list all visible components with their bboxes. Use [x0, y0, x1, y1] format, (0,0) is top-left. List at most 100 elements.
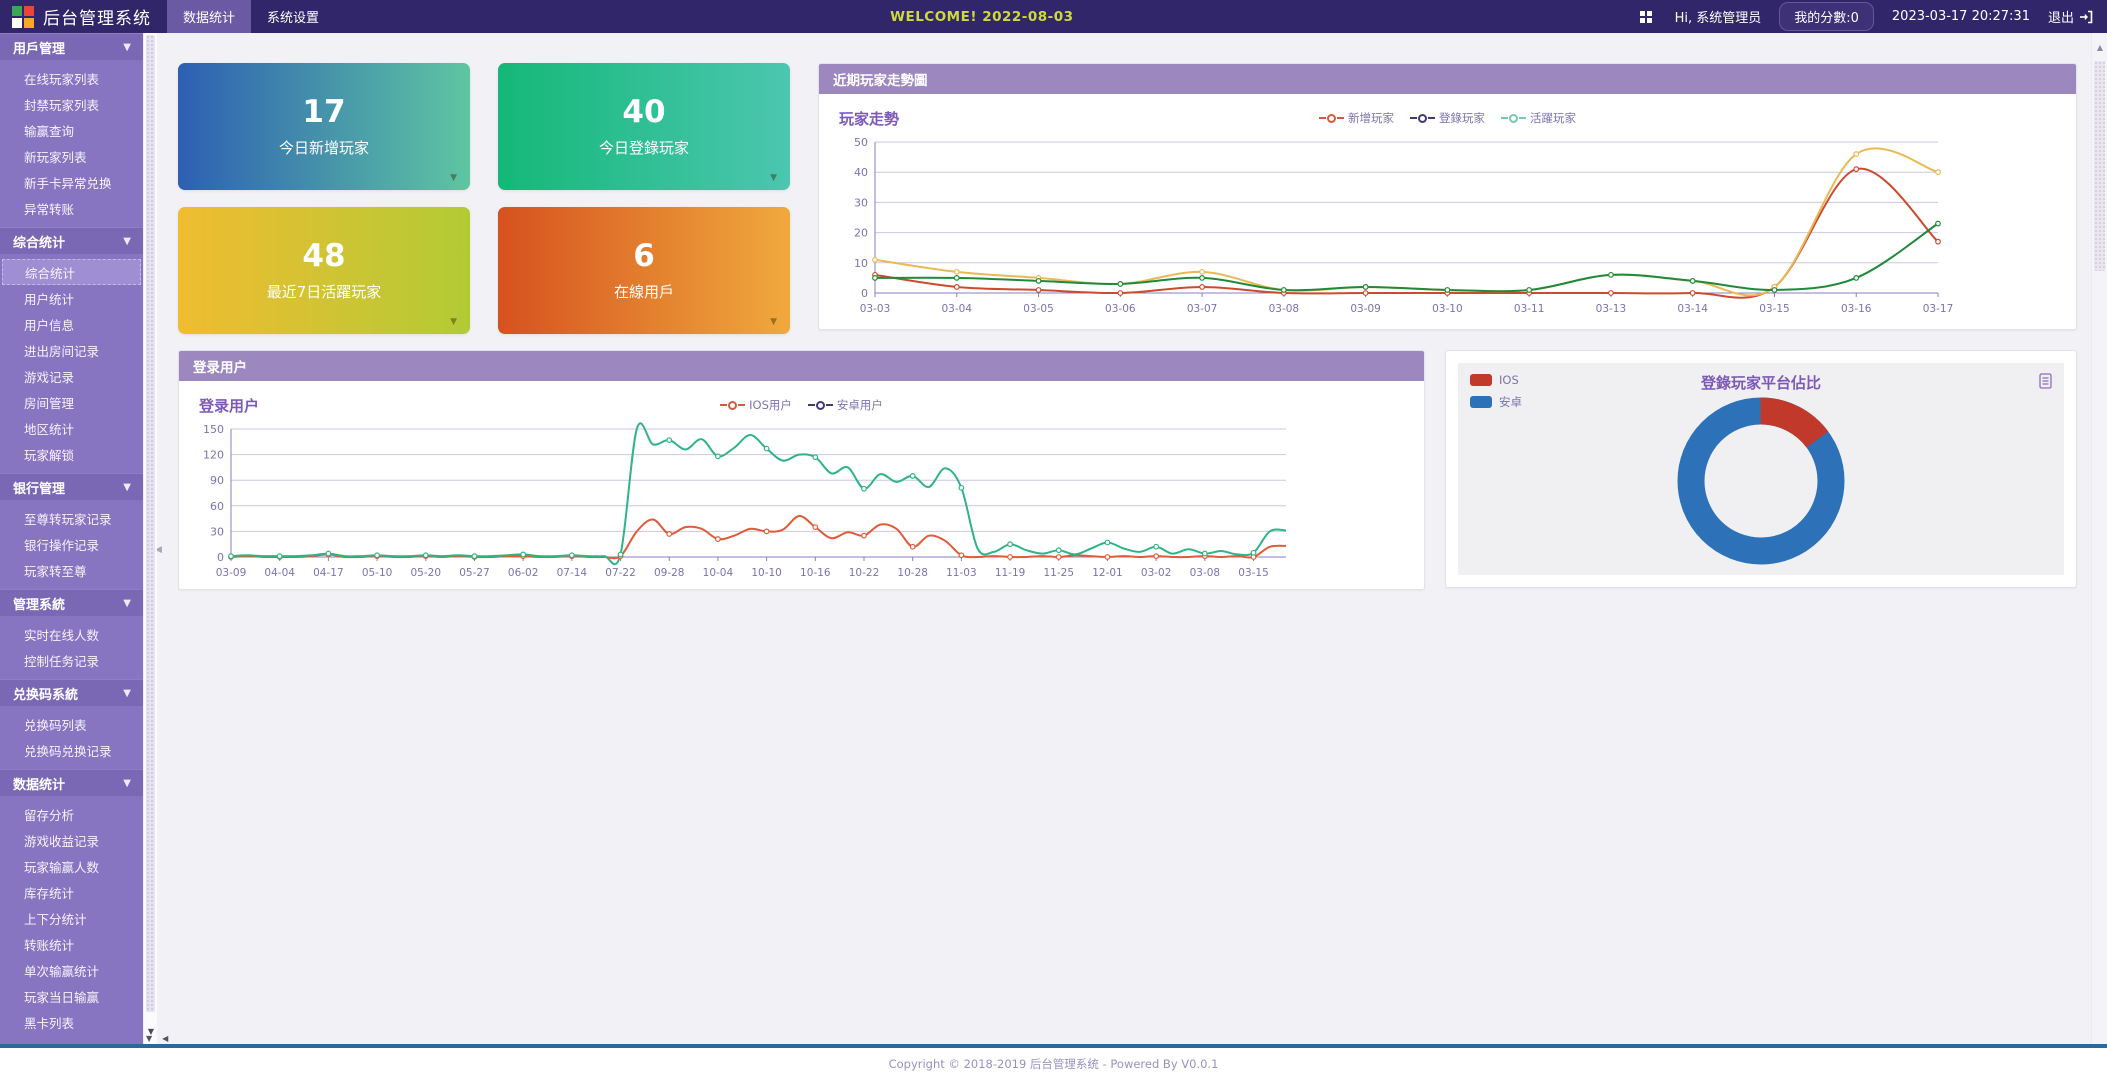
- sidebar-item[interactable]: 单次输赢统计: [24, 963, 100, 979]
- card-caret-icon[interactable]: ▼: [450, 317, 457, 327]
- page-scrollbar[interactable]: ▲: [2091, 33, 2107, 1044]
- page-scroll-up-icon[interactable]: ▲: [2096, 43, 2104, 52]
- sidebar-item[interactable]: 游戏收益记录: [24, 833, 100, 849]
- svg-text:04-04: 04-04: [264, 567, 295, 579]
- sidebar-item[interactable]: 至尊转玩家记录: [24, 511, 112, 527]
- sidebar-item[interactable]: 银行操作记录: [24, 537, 100, 553]
- nav-tab-system-settings[interactable]: 系统设置: [267, 11, 320, 26]
- sidebar-item[interactable]: 新手卡异常兑换: [24, 175, 112, 191]
- svg-text:03-10: 03-10: [1432, 303, 1463, 315]
- sidebar-section-header-0[interactable]: 用戶管理 ▼: [0, 33, 143, 60]
- card-new-players: 17 今日新增玩家 ▼: [178, 63, 470, 190]
- legend-item-login-players[interactable]: 登錄玩家: [1410, 110, 1485, 126]
- card-caret-icon[interactable]: ▼: [770, 173, 777, 183]
- svg-text:90: 90: [210, 474, 224, 487]
- legend-label: 活躍玩家: [1530, 111, 1576, 125]
- sidebar-section-header-5[interactable]: 数据统计 ▼: [0, 769, 143, 796]
- svg-text:11-03: 11-03: [946, 567, 977, 579]
- sidebar-collapse-icon[interactable]: ◀: [157, 545, 162, 555]
- svg-text:03-15: 03-15: [1238, 567, 1269, 579]
- sidebar-item[interactable]: 新玩家列表: [24, 149, 87, 165]
- svg-text:03-08: 03-08: [1269, 303, 1300, 315]
- sidebar-item[interactable]: 综合统计: [2, 259, 141, 285]
- card-caret-icon[interactable]: ▼: [450, 173, 457, 183]
- sidebar-item[interactable]: 封禁玩家列表: [24, 97, 100, 113]
- sidebar-section-header-2[interactable]: 银行管理 ▼: [0, 473, 143, 500]
- svg-text:03-08: 03-08: [1190, 567, 1221, 579]
- card-caret-icon[interactable]: ▼: [770, 317, 777, 327]
- sidebar-item[interactable]: 异常转账: [24, 201, 75, 217]
- chevron-down-icon: ▼: [123, 41, 131, 53]
- sidebar-item[interactable]: 地区统计: [24, 421, 75, 437]
- sidebar-scroll-down-icon[interactable]: ▼: [146, 1034, 153, 1043]
- logo-square-green: [12, 5, 22, 16]
- sidebar-item[interactable]: 游戏记录: [24, 369, 75, 385]
- svg-text:03-15: 03-15: [1759, 303, 1790, 315]
- legend-item-active-players[interactable]: 活躍玩家: [1501, 110, 1576, 126]
- svg-text:20: 20: [854, 227, 868, 240]
- page-scrollbar-thumb[interactable]: [2094, 61, 2105, 271]
- legend-dash: [738, 404, 746, 406]
- trend-panel: 近期玩家走勢圖 玩家走勢 新增玩家 登錄玩家: [818, 63, 2077, 330]
- legend-item-ios-users[interactable]: IOS用户: [720, 397, 792, 413]
- sidebar-item[interactable]: 转账统计: [24, 937, 75, 953]
- content-scroll-left-icon[interactable]: ◀: [162, 1034, 169, 1043]
- sidebar-item[interactable]: 在线玩家列表: [24, 71, 100, 87]
- sidebar-item[interactable]: 玩家解锁: [24, 447, 75, 463]
- app-logo-icon: [12, 5, 34, 28]
- apps-grid-icon[interactable]: [1629, 0, 1663, 33]
- sidebar-item[interactable]: 实时在线人数: [24, 627, 100, 643]
- legend-label: 新增玩家: [1348, 111, 1394, 125]
- legend-label: IOS用户: [749, 398, 792, 412]
- sidebar-item[interactable]: 进出房间记录: [24, 343, 100, 359]
- sidebar-item[interactable]: 留存分析: [24, 807, 75, 823]
- sidebar-scroll-down-icon[interactable]: ▼: [147, 1027, 155, 1036]
- sidebar-item[interactable]: 用户信息: [24, 317, 75, 333]
- legend-item-android[interactable]: 安卓: [1470, 394, 1522, 410]
- card-active-players: 48 最近7日活躍玩家 ▼: [178, 207, 470, 334]
- sidebar-section-header-3[interactable]: 管理系統 ▼: [0, 589, 143, 616]
- sidebar-item[interactable]: 房间管理: [24, 395, 75, 411]
- legend-item-new-players[interactable]: 新增玩家: [1319, 110, 1394, 126]
- sidebar-item[interactable]: 玩家输赢人数: [24, 859, 100, 875]
- sidebar-item[interactable]: 玩家转至尊: [24, 563, 87, 579]
- nav-tab-data-stats[interactable]: 数据统计: [167, 0, 252, 33]
- legend-item-android-users[interactable]: 安卓用户: [807, 397, 883, 413]
- sidebar-scrollbar[interactable]: ▼: [143, 33, 157, 1044]
- sidebar-menu: 用戶管理 ▼ 在线玩家列表 封禁玩家列表 输赢查询新玩家列表新手卡异常兑换 异常转账综合统…: [0, 33, 143, 1044]
- sidebar-item[interactable]: 用户统计: [24, 291, 75, 307]
- sidebar-item[interactable]: 兑换码列表: [24, 717, 87, 733]
- section-label: 用戶管理: [13, 41, 66, 57]
- svg-text:09-28: 09-28: [654, 567, 685, 579]
- sidebar-scrollbar-thumb[interactable]: [146, 35, 155, 1012]
- legend-dash: [1501, 117, 1508, 119]
- logout-button[interactable]: 退出: [2042, 0, 2107, 33]
- svg-text:0: 0: [861, 287, 868, 300]
- sidebar-item[interactable]: 控制任务记录: [24, 653, 100, 669]
- sidebar-item[interactable]: 玩家当日输赢: [24, 989, 100, 1005]
- chevron-down-icon: ▼: [123, 597, 131, 609]
- my-score-button[interactable]: 我的分數:0: [1779, 2, 1874, 31]
- sidebar-section-header-4[interactable]: 兑换码系統 ▼: [0, 679, 143, 706]
- sidebar-item[interactable]: 兑换码兑换记录: [24, 743, 112, 759]
- sidebar-section-header-1[interactable]: 综合统计 ▼: [0, 227, 143, 254]
- data-view-icon[interactable]: [2039, 373, 2052, 393]
- svg-text:03-11: 03-11: [1514, 303, 1545, 315]
- logo-square-orange: [24, 17, 34, 28]
- svg-text:40: 40: [854, 166, 868, 179]
- copyright-text: Copyright © 2018-2019 后台管理系统 - Powered B…: [888, 1057, 1219, 1071]
- svg-text:60: 60: [210, 500, 224, 513]
- sidebar-item[interactable]: 库存统计: [24, 885, 75, 901]
- sidebar-item[interactable]: 上下分统计: [24, 911, 87, 927]
- card-value: 40: [622, 94, 666, 131]
- horizontal-scrollbar[interactable]: [0, 1044, 2107, 1048]
- sidebar-item[interactable]: 黑卡列表: [24, 1015, 75, 1031]
- sidebar-item[interactable]: 输赢查询: [24, 123, 75, 139]
- legend-dash: [1519, 117, 1526, 119]
- legend-item-ios[interactable]: IOS: [1470, 373, 1522, 387]
- login-legend: IOS用户 安卓用户: [720, 397, 883, 413]
- current-datetime: 2023-03-17 20:27:31: [1891, 9, 2030, 24]
- svg-text:03-05: 03-05: [1023, 303, 1054, 315]
- login-panel-header: 登录用户: [179, 351, 1424, 381]
- svg-text:10-16: 10-16: [800, 567, 831, 579]
